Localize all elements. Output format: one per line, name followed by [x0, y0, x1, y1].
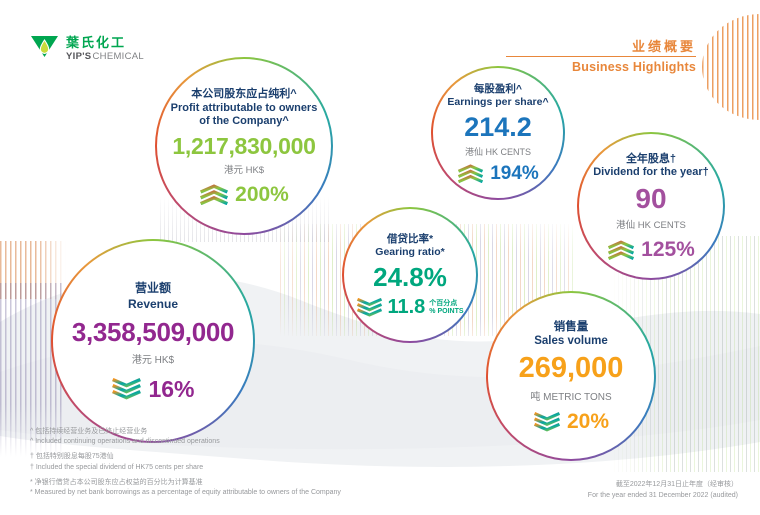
footnote-special-dividend: † 包括特别股息每股75港仙 † Included the special di… — [30, 453, 204, 471]
footnote-gearing-measure: * 净银行借贷占本公司股东应占权益的百分比为计算基准 * Measured by… — [30, 478, 341, 496]
footnotes: ^ 包括持续经营业务及已终止经营业务 ^ Included continuing… — [30, 427, 341, 503]
reporting-period-en: For the year ended 31 December 2022 (aud… — [587, 491, 738, 499]
reporting-period: 截至2022年12月31日止年度（经审核） For the year ended… — [588, 480, 738, 501]
increase-arrow-icon — [608, 240, 635, 260]
logo-english-name: YIP'S CHEMICAL — [66, 51, 145, 62]
dividend-value: 90 — [635, 183, 667, 215]
decrease-arrow-icon — [357, 298, 383, 317]
gearing-change: 11.8 — [387, 296, 426, 319]
eps-unit: 港仙 HK CENTS — [464, 146, 531, 157]
sales-unit: 吨 METRIC TONS — [530, 392, 612, 404]
gearing-change-unit-en: % POINTS — [429, 307, 464, 315]
revenue-value: 3,358,509,000 — [71, 317, 235, 348]
sales-change: 20% — [566, 410, 610, 434]
page-title-english: Business Highlights — [572, 60, 696, 74]
dividend-unit: 港仙 HK CENTS — [616, 219, 686, 231]
sales-label-cn: 销售量 — [553, 320, 589, 333]
profit-label-en: Profit attributable to owners of the Com… — [170, 102, 318, 128]
eps-value: 214.2 — [464, 111, 532, 142]
decrease-arrow-icon — [533, 412, 561, 432]
company-logo: 葉氏化工 YIP'S CHEMICAL — [31, 36, 144, 62]
footnote-continuing-operations: ^ 包括持续经营业务及已终止经营业务 ^ Included continuing… — [30, 428, 220, 446]
gearing-change-unit-cn: 个百分点 — [429, 299, 458, 307]
revenue-unit: 港元 HK$ — [131, 354, 175, 366]
logo-droplet-triangle-icon — [31, 36, 58, 57]
page-title-chinese: 业绩概要 — [506, 40, 696, 57]
dividend-change: 125% — [641, 237, 695, 261]
increase-arrow-icon — [200, 184, 229, 206]
metric-circle-gearing-ratio: 借贷比率* Gearing ratio* 24.8% 11.8 个百分点 % P… — [342, 207, 478, 343]
profit-label-cn: 本公司股东应占纯利^ — [191, 88, 297, 101]
reporting-period-cn: 截至2022年12月31日止年度（经审核） — [615, 481, 738, 488]
metric-circle-sales-volume: 销售量 Sales volume 269,000 吨 METRIC TONS 2… — [486, 291, 656, 461]
decrease-arrow-icon — [112, 378, 142, 400]
dividend-label-en: Dividend for the year† — [593, 166, 709, 178]
dividend-label-cn: 全年股息† — [625, 153, 677, 165]
profit-change: 200% — [235, 182, 289, 206]
eps-change: 194% — [490, 162, 539, 184]
metric-circle-revenue: 营业额 Revenue 3,358,509,000 港元 HK$ 16% — [51, 239, 255, 443]
profit-value: 1,217,830,000 — [172, 132, 316, 159]
eps-label-en: Earnings per share^ — [447, 96, 549, 109]
metric-circle-profit: 本公司股东应占纯利^ Profit attributable to owners… — [155, 57, 333, 235]
page-title: 业绩概要 Business Highlights — [506, 40, 696, 74]
gearing-label-cn: 借贷比率* — [386, 232, 434, 245]
logo-chinese-name: 葉氏化工 — [66, 35, 127, 50]
eps-label-cn: 每股盈利^ — [473, 83, 523, 96]
gearing-value: 24.8% — [373, 261, 447, 292]
sales-label-en: Sales volume — [534, 334, 608, 347]
metric-circle-earnings-per-share: 每股盈利^ Earnings per share^ 214.2 港仙 HK CE… — [431, 66, 565, 200]
gearing-label-en: Gearing ratio* — [375, 245, 445, 258]
sales-value: 269,000 — [518, 352, 624, 385]
revenue-label-cn: 营业额 — [134, 281, 171, 295]
revenue-change: 16% — [148, 375, 195, 402]
increase-arrow-icon — [458, 164, 484, 184]
metric-circle-dividend: 全年股息† Dividend for the year† 90 港仙 HK CE… — [577, 132, 725, 280]
revenue-label-en: Revenue — [127, 297, 179, 311]
profit-unit: 港元 HK$ — [223, 164, 265, 176]
